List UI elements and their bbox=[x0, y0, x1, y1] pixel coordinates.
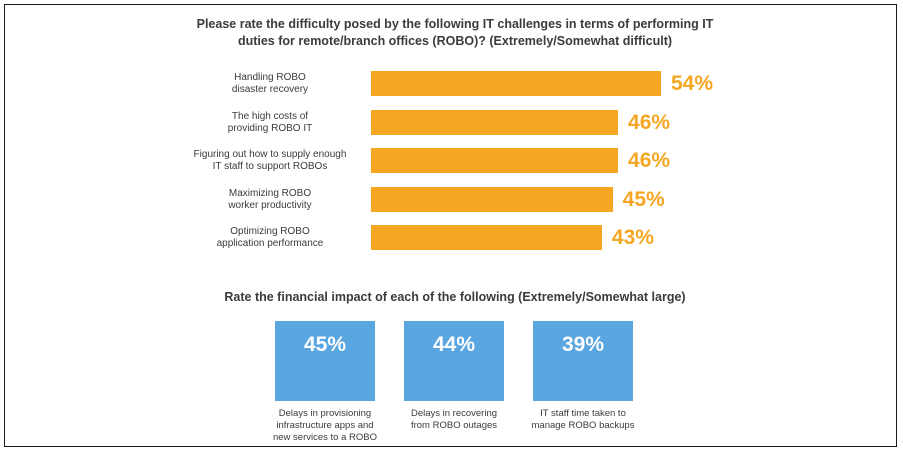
impact-tile-caption: Delays in provisioning infrastructure app… bbox=[250, 408, 400, 444]
impact-tile: 39% bbox=[533, 321, 633, 401]
difficulty-chart-title: Please rate the difficulty posed by the … bbox=[196, 17, 714, 48]
bar-value-label: 46% bbox=[628, 110, 671, 134]
difficulty-bar bbox=[371, 186, 613, 212]
difficulty-bar bbox=[371, 71, 661, 96]
impact-tile-caption-line: infrastructure apps and bbox=[276, 420, 374, 431]
chart-frame: Please rate the difficulty posed by the … bbox=[4, 4, 897, 447]
impact-tile-caption: Delays in recovering from ROBO outages bbox=[379, 408, 529, 432]
impact-tile-value: 45% bbox=[303, 333, 347, 356]
impact-tile-value: 39% bbox=[561, 333, 605, 356]
bar-category-label-line: worker productivity bbox=[228, 199, 312, 211]
difficulty-bar bbox=[371, 109, 619, 135]
bar-category-label-line: Optimizing ROBO bbox=[230, 226, 310, 237]
bar-category-label: The high costs of providing ROBO IT bbox=[175, 111, 365, 135]
impact-tile-caption-line: IT staff time taken to bbox=[540, 408, 626, 419]
difficulty-bar bbox=[371, 225, 602, 250]
bar-category-label-line: IT staff to support ROBOs bbox=[212, 161, 328, 172]
bar-category-label: Figuring out how to supply enough IT staf… bbox=[175, 149, 365, 173]
impact-tile-caption-line: new services to a ROBO bbox=[272, 432, 377, 443]
bar-category-label-line: application performance bbox=[216, 238, 324, 249]
impact-tile: 44% bbox=[404, 321, 504, 401]
bar-category-label-line: The high costs of bbox=[231, 110, 309, 122]
impact-tile-caption-line: Delays in recovering bbox=[410, 408, 498, 419]
impact-tile-value: 44% bbox=[432, 333, 476, 356]
bar-value-label: 43% bbox=[611, 226, 654, 249]
bar-category-label-line: Maximizing ROBO bbox=[228, 187, 312, 199]
bar-category-label: Maximizing ROBO worker productivity bbox=[175, 188, 365, 212]
impact-tile-caption-line: manage ROBO backups bbox=[531, 420, 635, 431]
bar-category-label-line: Handling ROBO bbox=[234, 72, 306, 83]
bar-value-label: 45% bbox=[622, 187, 665, 211]
bar-category-label: Handling ROBO disaster recovery bbox=[175, 72, 365, 96]
impact-tile: 45% bbox=[275, 321, 375, 401]
impact-tile-caption-line: Delays in provisioning bbox=[278, 408, 372, 419]
bar-value-label: 46% bbox=[628, 149, 671, 172]
difficulty-bar bbox=[371, 148, 619, 173]
bar-category-label-line: disaster recovery bbox=[231, 84, 309, 95]
bar-category-label-line: providing ROBO IT bbox=[227, 122, 313, 134]
impact-tile-caption: IT staff time taken to manage ROBO backup… bbox=[508, 408, 658, 432]
bar-category-label: Optimizing ROBO application performance bbox=[175, 226, 365, 250]
financial-impact-title: Rate the financial impact of each of the… bbox=[224, 290, 686, 304]
impact-tile-caption-line: from ROBO outages bbox=[410, 420, 498, 431]
bar-category-label-line: Figuring out how to supply enough bbox=[193, 149, 347, 160]
bar-value-label: 54% bbox=[671, 72, 714, 95]
